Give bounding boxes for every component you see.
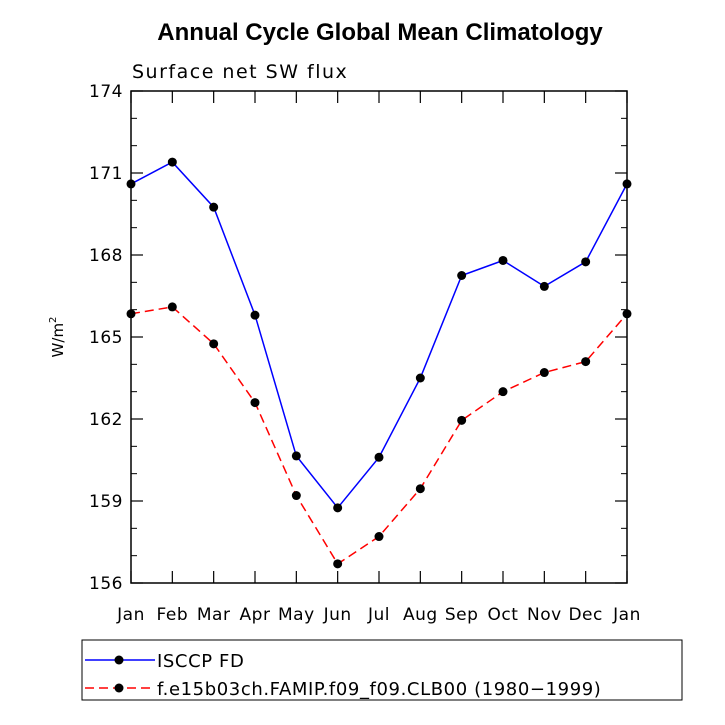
- x-tick-label: Jan: [116, 605, 145, 625]
- plot-frame: [130, 90, 628, 584]
- data-point: [291, 491, 301, 501]
- x-tick-label: Apr: [240, 605, 271, 625]
- data-point: [374, 452, 384, 462]
- y-axis-label: W/m2: [48, 317, 67, 358]
- data-point: [167, 157, 177, 167]
- y-axis-label-superscript: 2: [48, 317, 59, 323]
- y-tick-label: 165: [89, 328, 123, 348]
- x-tick-label: Aug: [403, 605, 438, 625]
- y-tick-label: 156: [89, 574, 123, 594]
- data-point: [415, 373, 425, 383]
- x-tick-label: Jun: [323, 605, 352, 625]
- data-point: [291, 451, 301, 461]
- data-point: [209, 202, 219, 212]
- chart-title: Annual Cycle Global Mean Climatology: [157, 19, 603, 46]
- data-point: [333, 503, 343, 513]
- legend-label-1: ISCCP FD: [157, 651, 244, 672]
- x-tick-label: Jan: [612, 605, 641, 625]
- x-tick-label: Mar: [197, 605, 231, 625]
- legend-label-2: f.e15b03ch.FAMIP.f09_f09.CLB00 (1980−199…: [157, 679, 601, 700]
- x-tick-label: Oct: [488, 605, 519, 625]
- data-point: [374, 532, 384, 542]
- x-tick-label: Jul: [367, 605, 390, 625]
- legend-marker: [114, 683, 124, 693]
- data-point: [457, 271, 467, 280]
- data-point: [250, 310, 260, 320]
- data-point: [539, 368, 549, 378]
- y-tick-label: 168: [89, 246, 123, 266]
- data-point: [333, 559, 343, 569]
- svg-text:W/m2: W/m2: [48, 317, 67, 358]
- y-tick-label: 174: [89, 82, 123, 102]
- legend-marker: [114, 655, 124, 665]
- data-point: [167, 302, 177, 312]
- series-line-2: [130, 306, 628, 565]
- chart-subtitle: Surface net SW flux: [132, 61, 348, 83]
- data-point: [581, 257, 591, 267]
- y-tick-label: 162: [89, 410, 123, 430]
- data-point: [415, 484, 425, 494]
- x-tick-label: Feb: [157, 605, 189, 625]
- y-axis-label-text: W/m: [49, 323, 67, 358]
- x-tick-label: Dec: [568, 605, 602, 625]
- x-tick-label: Nov: [527, 605, 562, 625]
- data-point: [209, 339, 219, 349]
- y-tick-label: 171: [89, 164, 123, 184]
- data-point: [250, 398, 260, 408]
- y-tick-label: 159: [89, 492, 123, 512]
- legend-box: [81, 639, 683, 701]
- data-point: [581, 357, 591, 367]
- data-point: [539, 281, 549, 291]
- data-point: [498, 255, 508, 265]
- data-point: [498, 387, 508, 397]
- x-tick-label: Sep: [445, 605, 479, 625]
- data-point: [457, 415, 467, 425]
- x-tick-label: May: [278, 605, 315, 625]
